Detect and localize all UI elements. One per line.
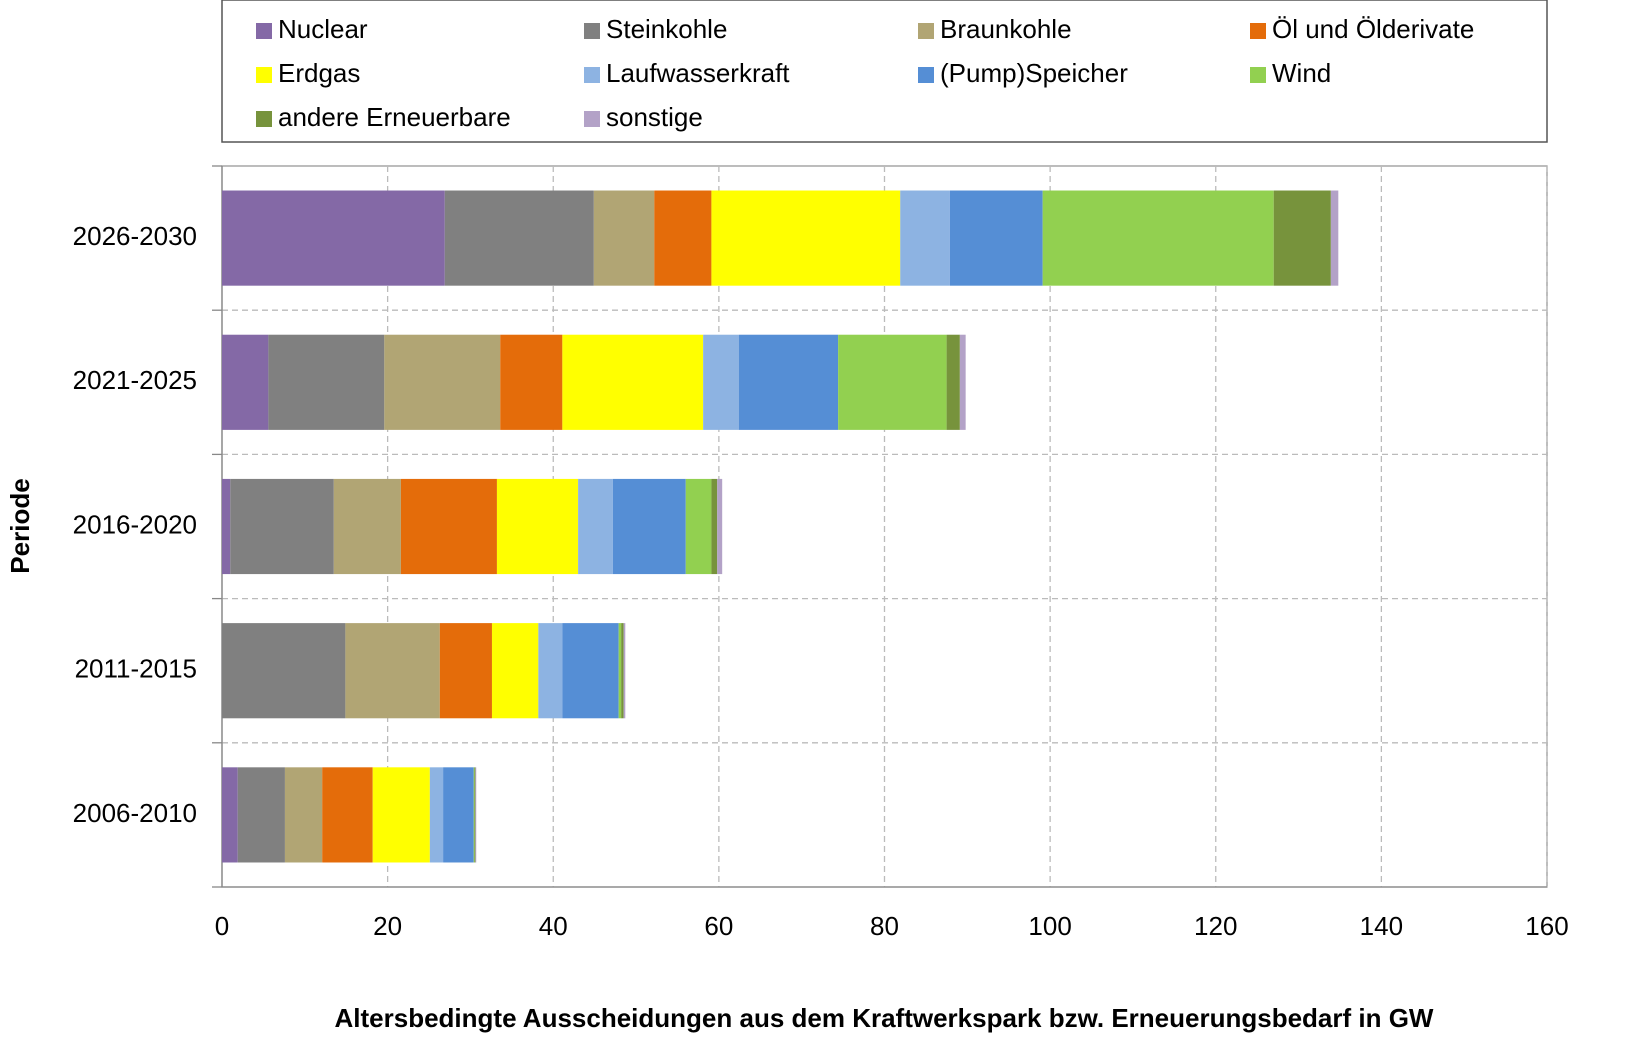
- x-tick-label: 0: [215, 911, 229, 941]
- bar-segment: [322, 767, 373, 863]
- legend-label: sonstige: [606, 102, 703, 132]
- bar-segment: [1042, 190, 1274, 286]
- legend-label: Öl und Ölderivate: [1272, 14, 1474, 44]
- bar-segment: [444, 190, 594, 286]
- x-tick-label: 20: [373, 911, 402, 941]
- bar-segment: [237, 767, 285, 863]
- bar-segment: [703, 334, 739, 430]
- x-tick-label: 40: [539, 911, 568, 941]
- x-tick-label: 100: [1028, 911, 1071, 941]
- bar-segment: [685, 478, 712, 575]
- bar-segment: [738, 334, 839, 430]
- legend-label: Erdgas: [278, 58, 360, 88]
- bar-segment: [593, 190, 655, 286]
- bar-segment: [618, 623, 622, 719]
- bar-segment: [496, 478, 579, 575]
- x-tick-label: 80: [870, 911, 899, 941]
- bar-segment: [384, 334, 501, 430]
- bar-segment: [612, 478, 686, 575]
- legend-swatch: [256, 23, 272, 39]
- x-tick-label: 120: [1194, 911, 1237, 941]
- bar-segment: [222, 478, 231, 575]
- legend-label: andere Erneuerbare: [278, 102, 511, 132]
- bar-segment: [475, 767, 477, 863]
- y-tick-label: 2026-2030: [73, 221, 197, 251]
- bar-segment: [222, 334, 269, 430]
- bar-segment: [959, 334, 966, 430]
- bar-segment: [717, 478, 723, 575]
- legend-label: Laufwasserkraft: [606, 58, 790, 88]
- bar-segment: [623, 623, 626, 719]
- bar-segment: [900, 190, 950, 286]
- bar-segment: [491, 623, 539, 719]
- bar-segment: [222, 623, 346, 719]
- bar-segment: [1330, 190, 1339, 286]
- bar-segment: [949, 190, 1043, 286]
- bar-segment: [473, 767, 475, 863]
- bar-segment: [562, 334, 704, 430]
- x-axis-title: Altersbedingte Ausscheidungen aus dem Kr…: [335, 1003, 1434, 1033]
- legend-label: Steinkohle: [606, 14, 727, 44]
- bar-segment: [372, 767, 430, 863]
- bar-segment: [429, 767, 444, 863]
- bar-segment: [500, 334, 563, 430]
- y-tick-label: 2006-2010: [73, 798, 197, 828]
- x-tick-label: 60: [704, 911, 733, 941]
- bar-segment: [538, 623, 563, 719]
- bar-segment: [1273, 190, 1331, 286]
- legend-label: Braunkohle: [940, 14, 1072, 44]
- legend-swatch: [918, 23, 934, 39]
- bar-segment: [222, 190, 445, 286]
- bar-segment: [222, 767, 238, 863]
- y-tick-label: 2021-2025: [73, 365, 197, 395]
- y-tick-label: 2011-2015: [75, 654, 197, 684]
- legend-swatch: [256, 111, 272, 127]
- bar-segment: [838, 334, 947, 430]
- bar-segment: [578, 478, 613, 575]
- legend-label: Wind: [1272, 58, 1331, 88]
- y-axis-title: Periode: [5, 478, 35, 573]
- x-tick-label: 160: [1525, 911, 1568, 941]
- bar-segment: [400, 478, 497, 575]
- bar-segment: [562, 623, 619, 719]
- bar-segment: [946, 334, 960, 430]
- bar-segment: [621, 623, 624, 719]
- bar-segment: [439, 623, 492, 719]
- x-tick-label: 140: [1360, 911, 1403, 941]
- legend-label: Nuclear: [278, 14, 368, 44]
- bar-segment: [711, 478, 718, 575]
- legend-swatch: [584, 23, 600, 39]
- bar-segment: [284, 767, 323, 863]
- legend-swatch: [584, 67, 600, 83]
- bar-segment: [230, 478, 334, 575]
- y-tick-label: 2016-2020: [73, 509, 197, 539]
- bar-segment: [345, 623, 440, 719]
- bar-segment: [711, 190, 901, 286]
- legend-swatch: [918, 67, 934, 83]
- legend-box: [221, 0, 1548, 143]
- legend-swatch: [1250, 67, 1266, 83]
- legend-swatch: [256, 67, 272, 83]
- bar-segment: [443, 767, 474, 863]
- legend-label: (Pump)Speicher: [940, 58, 1128, 88]
- bar-segment: [654, 190, 712, 286]
- bar-segment: [333, 478, 401, 575]
- bar-segment: [268, 334, 385, 430]
- bar-segment: [474, 767, 476, 863]
- legend-swatch: [1250, 23, 1266, 39]
- legend-swatch: [584, 111, 600, 127]
